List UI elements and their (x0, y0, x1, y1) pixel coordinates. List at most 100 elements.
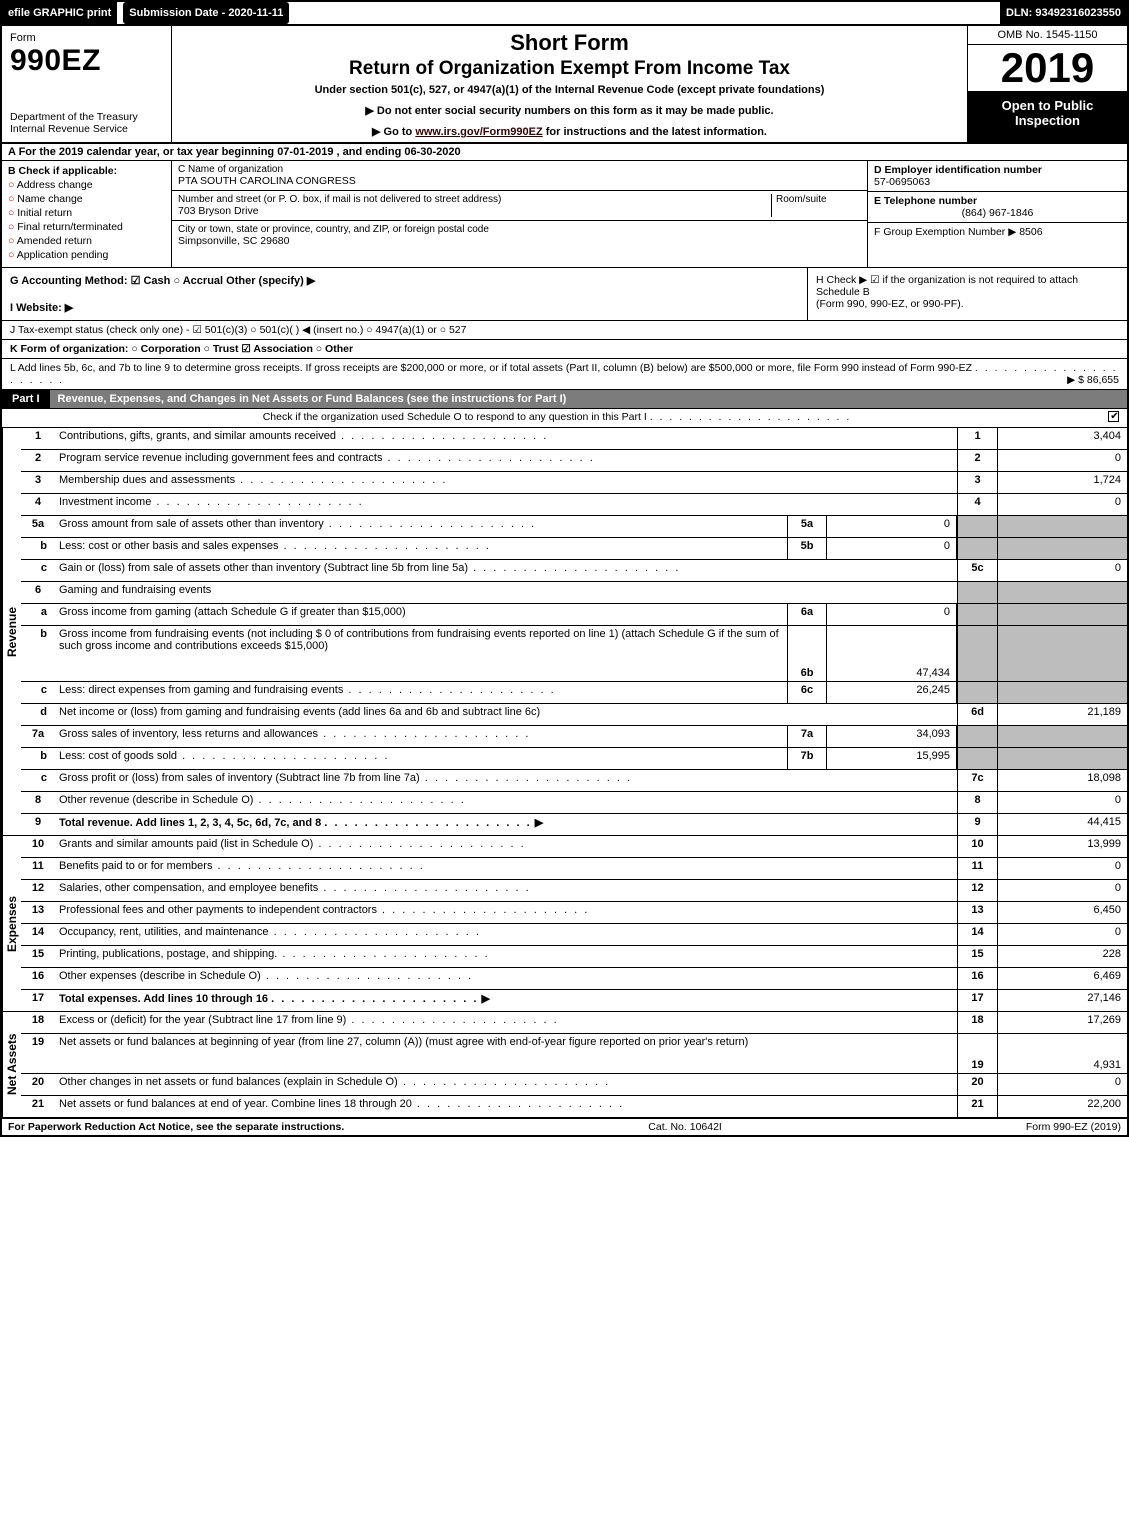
section-a-tax-year: A For the 2019 calendar year, or tax yea… (2, 144, 1127, 161)
chk-address-change[interactable]: Address change (8, 179, 165, 191)
chk-initial-return[interactable]: Initial return (8, 207, 165, 219)
line-5c: cGain or (loss) from sale of assets othe… (21, 560, 1127, 582)
ln: 20 (957, 1074, 997, 1095)
num: 21 (21, 1096, 55, 1117)
dots (650, 411, 852, 423)
num: 2 (21, 450, 55, 471)
addr-value: 703 Bryson Drive (178, 205, 771, 217)
org-name-cell: C Name of organization PTA SOUTH CAROLIN… (172, 161, 867, 191)
midval: 0 (827, 516, 957, 537)
desc: Gross amount from sale of assets other t… (55, 516, 787, 537)
form-page: efile GRAPHIC print Submission Date - 20… (0, 0, 1129, 1137)
website-line: I Website: ▶ (10, 301, 799, 314)
val: 1,724 (997, 472, 1127, 493)
form-header: Form 990EZ Department of the Treasury In… (2, 26, 1127, 144)
goto-post: for instructions and the latest informat… (543, 126, 767, 138)
city-cell: City or town, state or province, country… (172, 221, 867, 250)
dln-label: DLN: 93492316023550 (1000, 2, 1127, 24)
val: 6,450 (997, 902, 1127, 923)
ln-shade (957, 516, 997, 537)
line-17: 17Total expenses. Add lines 10 through 1… (21, 990, 1127, 1012)
ln: 19 (957, 1034, 997, 1073)
group-exemption: F Group Exemption Number ▶ 8506 (874, 226, 1043, 238)
col-c: C Name of organization PTA SOUTH CAROLIN… (172, 161, 867, 267)
ln-shade (957, 626, 997, 681)
midval: 15,995 (827, 748, 957, 769)
chk-final-return[interactable]: Final return/terminated (8, 221, 165, 233)
num: 12 (21, 880, 55, 901)
val-shade (997, 726, 1127, 747)
page-footer: For Paperwork Reduction Act Notice, see … (2, 1118, 1127, 1135)
desc: Printing, publications, postage, and shi… (55, 946, 957, 967)
dept-line1: Department of the Treasury (10, 111, 138, 123)
org-name-label: C Name of organization (178, 164, 861, 175)
efile-print-button[interactable]: efile GRAPHIC print (2, 2, 117, 24)
chk-application-pending[interactable]: Application pending (8, 249, 165, 261)
val-shade (997, 516, 1127, 537)
line-1: 1Contributions, gifts, grants, and simil… (21, 428, 1127, 450)
chk-name-change[interactable]: Name change (8, 193, 165, 205)
num: 3 (21, 472, 55, 493)
desc: Net assets or fund balances at beginning… (55, 1034, 957, 1073)
dept-line2: Internal Revenue Service (10, 123, 128, 135)
irs-link[interactable]: www.irs.gov/Form990EZ (415, 126, 542, 138)
ln-shade (957, 538, 997, 559)
form-of-organization: K Form of organization: ○ Corporation ○ … (2, 340, 1127, 359)
midval: 34,093 (827, 726, 957, 747)
topbar-spacer (289, 2, 1000, 24)
num: c (21, 682, 55, 703)
schedule-b-check: H Check ▶ ☑ if the organization is not r… (816, 274, 1119, 298)
header-center: Short Form Return of Organization Exempt… (172, 26, 967, 142)
dept-treasury: Department of the Treasury Internal Reve… (10, 111, 163, 136)
line-6c: cLess: direct expenses from gaming and f… (21, 682, 1127, 704)
val: 0 (997, 1074, 1127, 1095)
desc: Grants and similar amounts paid (list in… (55, 836, 957, 857)
num: 14 (21, 924, 55, 945)
line-5a: 5aGross amount from sale of assets other… (21, 516, 1127, 538)
line-19: 19Net assets or fund balances at beginni… (21, 1034, 1127, 1074)
line-7a: 7aGross sales of inventory, less returns… (21, 726, 1127, 748)
val: 6,469 (997, 968, 1127, 989)
val: 228 (997, 946, 1127, 967)
omb-number: OMB No. 1545-1150 (968, 26, 1127, 45)
num: 20 (21, 1074, 55, 1095)
desc: Gross income from gaming (attach Schedul… (55, 604, 787, 625)
line-4: 4Investment income40 (21, 494, 1127, 516)
line-7b: bLess: cost of goods sold7b15,995 (21, 748, 1127, 770)
room-suite-label: Room/suite (771, 194, 861, 217)
num: 6 (21, 582, 55, 603)
net-assets-table: Net Assets 18Excess or (deficit) for the… (2, 1012, 1127, 1118)
no-ssn-note: ▶ Do not enter social security numbers o… (180, 104, 959, 117)
ln: 13 (957, 902, 997, 923)
group-exemption-cell: F Group Exemption Number ▶ 8506 (868, 223, 1127, 241)
line-l: L Add lines 5b, 6c, and 7b to line 9 to … (2, 359, 1127, 390)
desc: Contributions, gifts, grants, and simila… (55, 428, 957, 449)
midval: 47,434 (827, 626, 957, 681)
desc: Benefits paid to or for members (55, 858, 957, 879)
ein-label: D Employer identification number (874, 164, 1121, 176)
phone-cell: E Telephone number (864) 967-1846 (868, 192, 1127, 223)
desc: Program service revenue including govern… (55, 450, 957, 471)
chk-amended-return[interactable]: Amended return (8, 235, 165, 247)
ln: 4 (957, 494, 997, 515)
ln: 12 (957, 880, 997, 901)
org-name: PTA SOUTH CAROLINA CONGRESS (178, 175, 861, 187)
midval: 0 (827, 604, 957, 625)
num: 5a (21, 516, 55, 537)
ein-cell: D Employer identification number 57-0695… (868, 161, 1127, 192)
revenue-table: Revenue 1Contributions, gifts, grants, a… (2, 428, 1127, 836)
val-shade (997, 604, 1127, 625)
mid: 6b (787, 626, 827, 681)
val-shade (997, 538, 1127, 559)
header-left: Form 990EZ Department of the Treasury In… (2, 26, 172, 142)
midval: 0 (827, 538, 957, 559)
ln: 18 (957, 1012, 997, 1033)
desc: Excess or (deficit) for the year (Subtra… (55, 1012, 957, 1033)
submission-date-button[interactable]: Submission Date - 2020-11-11 (123, 2, 289, 24)
schedule-o-checkbox[interactable] (1108, 411, 1119, 422)
desc: Gaming and fundraising events (55, 582, 957, 603)
under-section: Under section 501(c), 527, or 4947(a)(1)… (180, 84, 959, 96)
line-16: 16Other expenses (describe in Schedule O… (21, 968, 1127, 990)
expenses-body: 10Grants and similar amounts paid (list … (21, 836, 1127, 1012)
desc: Net income or (loss) from gaming and fun… (55, 704, 957, 725)
